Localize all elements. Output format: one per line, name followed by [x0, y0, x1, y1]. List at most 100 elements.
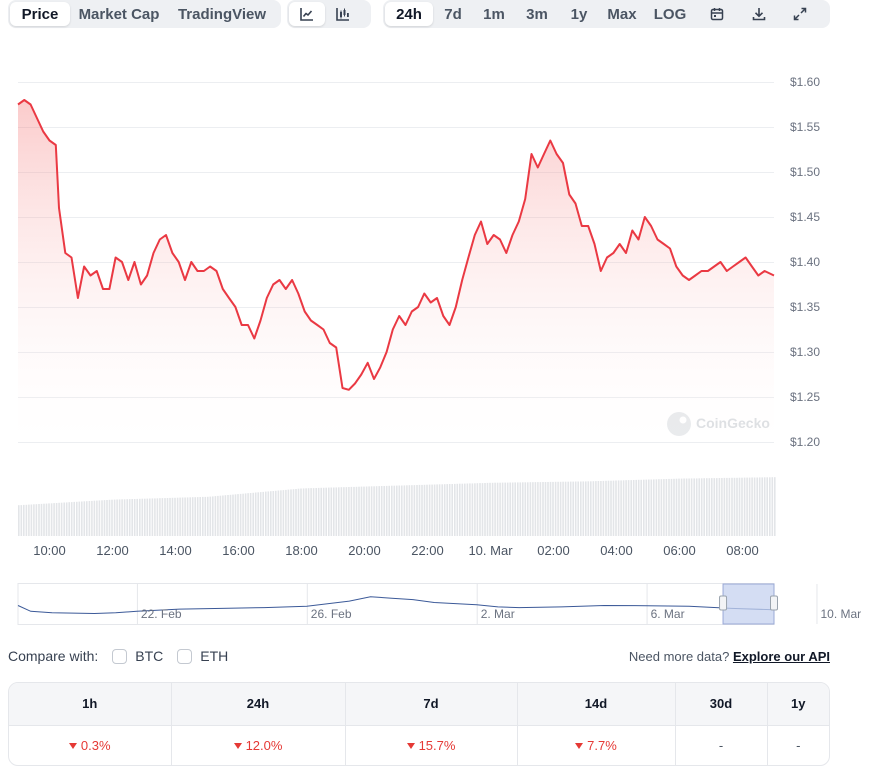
volume-bar: [360, 486, 363, 536]
change-14d: 7.7%: [517, 724, 676, 765]
volume-bar: [665, 479, 668, 536]
price-area-fill: [18, 100, 774, 442]
volume-bar: [552, 481, 554, 536]
navigator[interactable]: 22. Feb 26. Feb 2. Mar 6. Mar 10. Mar: [17, 583, 861, 625]
volume-bar: [539, 482, 542, 536]
volume-bar: [229, 494, 232, 536]
download-icon[interactable]: [739, 2, 779, 26]
range-3m[interactable]: 3m: [526, 5, 548, 23]
volume-bar: [393, 485, 396, 536]
explore-api-link[interactable]: Explore our API: [732, 649, 830, 664]
down-arrow-icon: [406, 742, 415, 749]
navigator-selection[interactable]: [722, 583, 775, 625]
change-30d: -: [675, 724, 768, 765]
volume-bar: [494, 482, 496, 536]
volume-bar: [600, 481, 602, 536]
volume-bar: [123, 499, 126, 536]
range-max[interactable]: Max: [607, 5, 637, 23]
candlestick-icon[interactable]: [325, 2, 361, 26]
checkbox-box[interactable]: [177, 648, 193, 664]
volume-bar: [156, 498, 159, 536]
volume-bar: [176, 497, 179, 536]
x-tick-label: 22:00: [411, 543, 444, 558]
volume-bar: [287, 489, 290, 536]
change-value: -: [718, 737, 724, 753]
volume-bar: [751, 477, 753, 536]
volume-bar: [88, 501, 91, 536]
volume-bar: [421, 484, 423, 536]
volume-bar: [489, 482, 491, 536]
volume-bar: [607, 480, 610, 536]
volume-bar: [149, 498, 151, 536]
volume-bar: [171, 497, 174, 536]
range-1y[interactable]: 1y: [570, 5, 588, 23]
volume-bar: [655, 479, 658, 536]
volume-bar: [728, 477, 731, 536]
volume-bar: [43, 503, 45, 536]
x-tick-label: 08:00: [726, 543, 759, 558]
volume-bar: [617, 480, 620, 536]
table-row: 0.3% 12.0% 15.7% 7.7% - -: [9, 724, 829, 765]
volume-bar: [194, 497, 196, 536]
volume-bar: [587, 481, 590, 536]
compare-btc-checkbox[interactable]: BTC: [112, 648, 163, 664]
expand-icon[interactable]: [779, 2, 821, 26]
volume-bar: [343, 487, 345, 536]
volume-bar: [731, 477, 733, 536]
y-tick-label: $1.55: [790, 120, 820, 134]
range-tab-group: 24h 7d 1m 3m 1y Max LOG: [383, 0, 830, 28]
checkbox-box[interactable]: [112, 648, 128, 664]
volume-bar: [358, 486, 360, 536]
volume-bar: [597, 481, 600, 536]
tab-price[interactable]: Price: [10, 2, 70, 26]
volume-bar: [403, 485, 406, 536]
volume-bar: [454, 483, 456, 536]
range-24h[interactable]: 24h: [385, 2, 433, 26]
volume-bar: [718, 478, 721, 536]
watermark-text: CoinGecko: [696, 415, 770, 431]
volume-bar: [567, 481, 569, 536]
volume-bar: [514, 482, 516, 536]
volume-bar: [320, 487, 322, 536]
navigator-handle-right[interactable]: [770, 595, 778, 611]
volume-bar: [406, 485, 408, 536]
volume-bar: [189, 497, 191, 536]
volume-bar: [602, 480, 605, 536]
volume-bar: [259, 492, 262, 536]
volume-bar: [207, 496, 209, 536]
calendar-icon[interactable]: [695, 2, 739, 26]
volume-bar: [328, 487, 330, 536]
change-value: 12.0%: [245, 737, 283, 753]
tab-tradingview[interactable]: TradingView: [177, 5, 267, 23]
header-7d: 7d: [345, 683, 518, 725]
volume-bar: [653, 479, 655, 536]
volume-bar: [113, 499, 116, 536]
volume-bar: [572, 481, 574, 536]
volume-bar: [86, 501, 88, 536]
range-7d[interactable]: 7d: [444, 5, 462, 23]
volume-bar: [577, 481, 579, 536]
tab-market-cap[interactable]: Market Cap: [78, 5, 160, 23]
volume-bar: [375, 486, 378, 536]
volume-bar: [511, 482, 514, 536]
down-arrow-icon: [68, 742, 77, 749]
price-line[interactable]: [17, 99, 775, 391]
volume-bar: [522, 482, 524, 536]
price-chart[interactable]: $1.60 $1.55 $1.50 $1.45 $1.40 $1.35 $1.30 $1.25…: [0, 40, 871, 640]
navigator-handle-left[interactable]: [719, 595, 728, 611]
y-tick-label: $1.25: [790, 390, 820, 404]
log-toggle[interactable]: LOG: [653, 5, 687, 23]
volume-bar: [625, 480, 627, 536]
x-tick-label: 06:00: [663, 543, 696, 558]
volume-bar: [645, 479, 648, 536]
volume-bar: [640, 479, 642, 536]
x-tick-label: 14:00: [159, 543, 192, 558]
line-chart-icon[interactable]: [289, 2, 325, 26]
compare-eth-checkbox[interactable]: ETH: [177, 648, 228, 664]
volume-bar: [433, 484, 436, 536]
volume-bar: [144, 498, 146, 536]
range-1m[interactable]: 1m: [483, 5, 505, 23]
volume-bar: [451, 484, 453, 536]
volume-bar: [448, 484, 451, 536]
volume-bar: [315, 488, 317, 536]
